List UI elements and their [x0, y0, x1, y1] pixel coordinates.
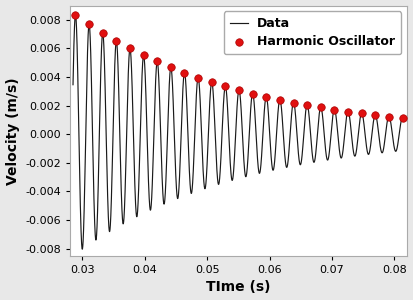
Harmonic Oscillator [236, 88, 242, 92]
Harmonic Oscillator [358, 111, 365, 116]
Harmonic Oscillator [290, 100, 297, 105]
Harmonic Oscillator [195, 75, 202, 80]
Harmonic Oscillator [86, 22, 93, 26]
Harmonic Oscillator [304, 103, 311, 107]
Harmonic Oscillator [331, 107, 338, 112]
Data [190, 177, 195, 181]
Data [80, 248, 85, 251]
Harmonic Oscillator [154, 59, 161, 64]
Data [281, 131, 286, 135]
Y-axis label: Velocity (m/s): Velocity (m/s) [5, 77, 19, 184]
Harmonic Oscillator [140, 53, 147, 58]
Harmonic Oscillator [345, 109, 351, 114]
Line: Data: Data [73, 14, 404, 249]
Harmonic Oscillator [386, 114, 392, 119]
Harmonic Oscillator [222, 84, 229, 88]
Harmonic Oscillator [127, 46, 133, 51]
Data [334, 114, 339, 118]
Harmonic Oscillator [209, 80, 215, 84]
Harmonic Oscillator [72, 12, 79, 17]
Harmonic Oscillator [100, 30, 106, 35]
Harmonic Oscillator [399, 116, 406, 120]
Legend: Data, Harmonic Oscillator: Data, Harmonic Oscillator [224, 11, 401, 54]
Harmonic Oscillator [168, 65, 174, 70]
Harmonic Oscillator [372, 112, 379, 117]
Harmonic Oscillator [113, 38, 120, 43]
Data [401, 119, 406, 122]
Harmonic Oscillator [249, 91, 256, 96]
Data [73, 13, 78, 16]
Data [87, 27, 92, 30]
Harmonic Oscillator [181, 70, 188, 75]
Data [316, 121, 321, 125]
X-axis label: TIme (s): TIme (s) [206, 280, 271, 294]
Harmonic Oscillator [263, 94, 270, 99]
Data [71, 83, 76, 86]
Harmonic Oscillator [277, 98, 283, 102]
Harmonic Oscillator [318, 105, 324, 110]
Data [266, 118, 271, 122]
